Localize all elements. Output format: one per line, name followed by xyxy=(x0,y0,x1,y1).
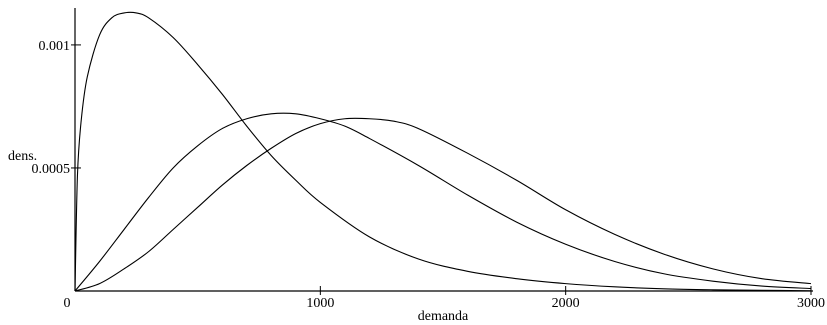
density-curve-3 xyxy=(74,117,812,292)
density-curve-2 xyxy=(74,112,812,292)
y-tick-label: 0.001 xyxy=(39,39,71,54)
y-axis-label: dens. xyxy=(8,149,37,164)
x-tick-label: 0 xyxy=(64,296,71,311)
curves-group xyxy=(74,11,812,292)
density-curve-1 xyxy=(74,11,812,292)
x-axis-label: demanda xyxy=(418,309,469,324)
ticks-group: 0 1000 2000 3000 0.0005 0.001 xyxy=(32,39,826,311)
x-tick-label: 1000 xyxy=(306,296,334,311)
x-tick-label: 3000 xyxy=(797,296,825,311)
y-tick-label: 0.0005 xyxy=(32,162,71,177)
x-tick-label: 2000 xyxy=(552,296,580,311)
